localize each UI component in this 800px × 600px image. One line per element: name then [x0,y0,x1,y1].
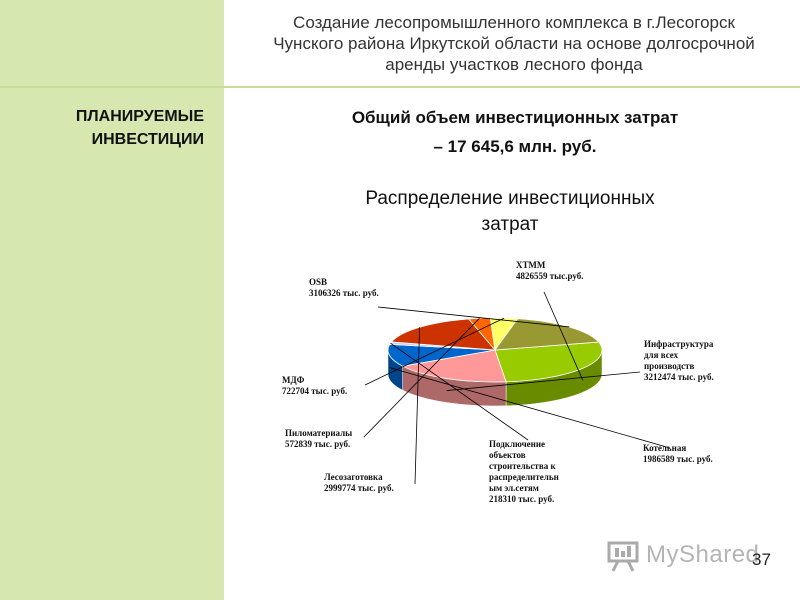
slice-label-line: Котельная [643,443,686,453]
slice-label: МДФ 722704 тыс. руб. [282,375,347,396]
slice-label-line: МДФ [282,375,305,385]
slice-label-line: Инфраструктура [644,339,714,349]
slice-label-line: ым эл.сетям [489,483,539,493]
slice-label: Лесозаготовка 2999774 тыс. руб. [324,472,394,493]
slice-label-line: 3212474 тыс. руб. [644,372,714,382]
slice-label-line: производств [644,361,695,371]
presentation-board-icon [606,537,642,573]
slice-label-line: 218310 тыс. руб. [489,494,554,504]
slice-label-line: Лесозаготовка [324,472,383,482]
watermark: MyShared [606,537,756,573]
slice-label-line: распределительн [489,472,559,482]
slice-label-line: 2999774 тыс. руб. [324,483,394,493]
slice-label-line: для всех [644,350,679,360]
slice-label-line: 572839 тыс. руб. [285,439,350,449]
slice-label-line: ХТММ [516,260,546,270]
slice-label-line: 4826559 тыс.руб. [516,271,583,281]
watermark-text: MyShared [646,541,759,569]
slice-label-line: Подключение [489,439,545,449]
slice-label: Котельная 1986589 тыс. руб. [643,443,713,464]
slice-label: ХТММ 4826559 тыс.руб. [516,260,583,281]
slice-label-line: 1986589 тыс. руб. [643,454,713,464]
slice-label-line: 722704 тыс. руб. [282,386,347,396]
slice-label: OSB 3106326 тыс. руб. [309,277,379,298]
page-number: 37 [752,550,771,570]
slice-label-line: строительства к [489,461,556,471]
slice-label-line: Пиломатериалы [285,428,352,438]
slice-label: Подключение объектов строительства к распре… [489,439,559,504]
slice-label: Пиломатериалы 572839 тыс. руб. [285,428,352,449]
slice-label-line: объектов [489,450,526,460]
slice-label-line: 3106326 тыс. руб. [309,288,379,298]
slice-label-line: OSB [309,277,327,287]
slice-label: Инфраструктура для всех производств 3212474… [644,339,714,382]
